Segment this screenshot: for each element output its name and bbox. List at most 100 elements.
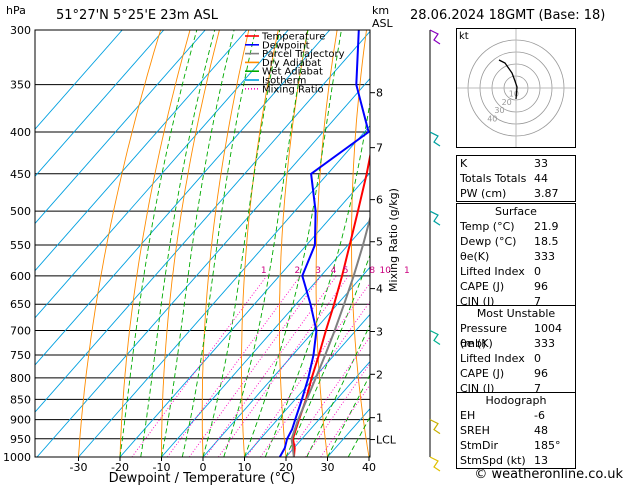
row-label: Temp (°C): [460, 220, 515, 233]
table-row: StmDir 185°: [457, 438, 575, 453]
wet-adiabat-line: [181, 30, 257, 457]
row-label: Pressure (mb): [460, 322, 507, 350]
km-tick-label: 4: [376, 283, 383, 296]
row-value: -6: [534, 409, 545, 422]
wind-barb: [429, 210, 441, 226]
legend-label: Wet Adiabat: [262, 67, 323, 78]
pressure-tick-label: 850: [10, 393, 31, 406]
wet-adiabat-line: [119, 30, 198, 457]
table-section-title: Most Unstable: [476, 307, 556, 320]
wind-barb: [429, 131, 441, 147]
dry-adiabat-line: [201, 30, 250, 457]
mixing-ratio-label: 10: [380, 266, 392, 276]
table-row: Totals Totals 44: [457, 171, 575, 186]
table-row: PW (cm) 3.87: [457, 186, 575, 201]
dry-adiabat-line: [119, 30, 191, 457]
row-label: StmSpd (kt): [460, 454, 526, 467]
mixing-ratio-label: 1: [261, 266, 267, 276]
row-value: 13: [534, 454, 548, 467]
temperature-tick-label: -30: [70, 461, 88, 474]
series-temperature: [291, 151, 370, 457]
wet-adiabat-line: [202, 30, 281, 457]
pressure-tick-label: 300: [10, 24, 31, 37]
pressure-tick-label: 900: [10, 414, 31, 427]
row-value: 0: [534, 265, 541, 278]
mixing-ratio-line: [189, 275, 322, 457]
pressure-tick-label: 400: [10, 126, 31, 139]
datetime-label: 28.06.2024 18GMT (Base: 18): [410, 8, 606, 23]
isotherm-line: [35, 30, 206, 225]
temperature-tick-label: -10: [153, 461, 171, 474]
skewt-chart: 3003504004505005506006507007508008509009…: [3, 24, 410, 486]
isotherm-line: [35, 30, 123, 130]
pressure-tick-label: 750: [10, 349, 31, 362]
table-section-title: Surface: [495, 205, 537, 218]
location-label: 51°27'N 5°25'E 23m ASL: [56, 8, 218, 23]
mixing-ratio-label: 2: [294, 266, 300, 276]
legend-label: Temperature: [261, 32, 325, 43]
row-value: 21.9: [534, 220, 559, 233]
row-label: Totals Totals: [460, 172, 527, 185]
legend-label: Dry Adiabat: [262, 58, 321, 69]
mixing-ratio-line: [305, 362, 370, 457]
km-tick-label: 7: [376, 142, 383, 155]
row-label: StmDir: [460, 439, 499, 452]
row-label: CAPE (J): [460, 367, 505, 380]
mixing-ratio-line: [205, 275, 337, 457]
table-row: Pressure (mb) 1004: [457, 321, 575, 350]
table-row: Lifted Index 0: [457, 264, 575, 279]
mixing-ratio-label: 8: [369, 266, 375, 276]
row-value: 7: [534, 382, 541, 395]
row-label: Lifted Index: [460, 352, 525, 365]
mixing-ratio-label: 5: [343, 266, 349, 276]
wet-adiabat-line: [264, 99, 370, 457]
hodograph-panel: 10 20 30 40 kt: [456, 28, 576, 148]
km-tick-label: 3: [376, 326, 383, 339]
hodo-ring-label: 20: [502, 98, 512, 107]
temperature-tick-label: 10: [238, 461, 252, 474]
mixing-ratio-label: 3: [315, 266, 321, 276]
table-row: θe (K) 333: [457, 336, 575, 351]
isotherm-line: [202, 266, 370, 457]
row-value: 1004: [534, 322, 562, 335]
wind-barb: [429, 456, 441, 472]
temperature-tick-label: 30: [321, 461, 335, 474]
wet-adiabat-line: [161, 30, 235, 457]
row-value: 0: [534, 352, 541, 365]
hodograph-trace: [498, 59, 518, 100]
row-label: EH: [460, 409, 476, 422]
wet-adiabat-line: [285, 253, 370, 457]
legend-label: Mixing Ratio: [262, 84, 324, 95]
mixing-ratio-line: [167, 275, 301, 457]
isotherm-line: [285, 360, 370, 457]
right-axis-label: Mixing Ratio (g/kg): [387, 188, 400, 292]
km-label: km: [372, 4, 390, 17]
table-row: CAPE (J) 96: [457, 279, 575, 294]
row-value: 96: [534, 280, 548, 293]
pressure-tick-label: 1000: [3, 451, 31, 464]
series-parcel-trajectory: [290, 214, 370, 457]
row-label: CAPE (J): [460, 280, 505, 293]
km-tick-label: 5: [376, 236, 383, 249]
table-row: StmSpd (kt) 13: [457, 453, 575, 468]
km-tick-label: 6: [376, 194, 383, 207]
temperature-tick-label: 20: [279, 461, 293, 474]
km-tick-label: 8: [376, 87, 383, 100]
row-value: 333: [534, 337, 555, 350]
isotherm-line: [35, 30, 165, 177]
row-label: θe(K): [460, 250, 490, 263]
row-value: 44: [534, 172, 548, 185]
row-value: 7: [534, 295, 541, 308]
row-label: SREH: [460, 424, 490, 437]
x-axis-label: Dewpoint / Temperature (°C): [109, 471, 296, 486]
dry-adiabat-line: [351, 30, 370, 457]
mixing-ratio-label: 4: [331, 266, 337, 276]
dry-adiabat-line: [161, 30, 220, 457]
dry-adiabat-line: [315, 30, 338, 457]
mixing-ratio-line: [246, 282, 370, 457]
table-row: Temp (°C) 21.9: [457, 219, 575, 234]
isotherm-line: [244, 313, 370, 457]
pressure-tick-label: 800: [10, 372, 31, 385]
indices-table: K 33 Totals Totals 44 PW (cm) 3.87: [456, 155, 576, 202]
